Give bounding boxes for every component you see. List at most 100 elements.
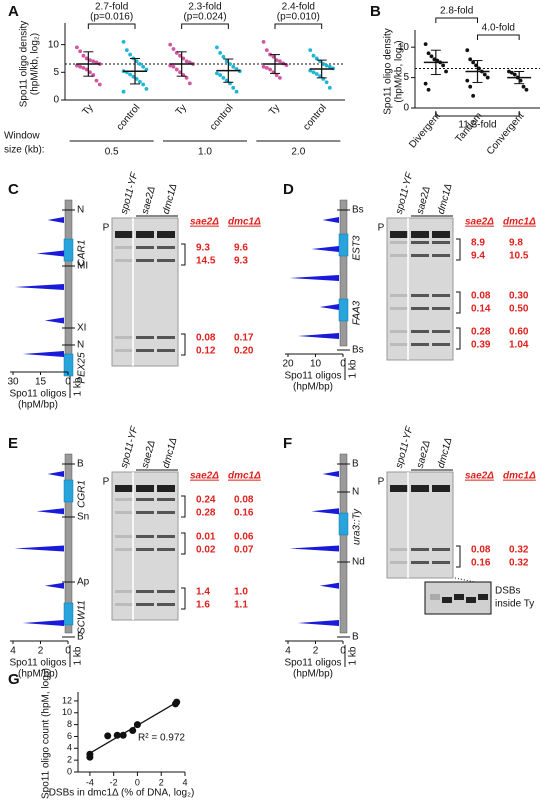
lane-label: sae2Δ	[140, 439, 158, 470]
oligo-tick-label: 4	[285, 646, 291, 657]
data-point	[215, 45, 219, 50]
data-point	[509, 70, 514, 75]
data-point	[128, 52, 133, 57]
table-cell: 0.12	[196, 346, 216, 357]
gel-band	[157, 246, 175, 249]
oligo-signal	[311, 246, 339, 252]
gene	[63, 479, 74, 503]
oligo-tick-label: 10	[310, 359, 322, 370]
x-tick-label: 0	[135, 777, 140, 787]
data-point	[184, 75, 189, 80]
data-point	[314, 72, 319, 76]
data-point	[465, 48, 470, 53]
data-point	[468, 84, 473, 89]
data-point	[168, 42, 173, 47]
gene	[63, 602, 74, 626]
data-point	[81, 53, 86, 58]
oligo-tick-label: 30	[7, 377, 19, 388]
window-label: Window	[4, 131, 40, 142]
oligo-signal	[44, 582, 64, 589]
gel-band	[390, 241, 408, 244]
gel-band	[390, 548, 408, 551]
table-cell: 0.01	[196, 532, 216, 543]
oligo-signal	[36, 508, 64, 515]
table-cell: 0.20	[234, 346, 254, 357]
data-point	[231, 64, 236, 69]
gel-image	[111, 471, 179, 621]
p-value: (p=0.010)	[277, 12, 320, 23]
data-point	[224, 78, 229, 83]
gel-band	[157, 511, 175, 514]
site-label: Sn	[77, 512, 89, 523]
data-point	[441, 63, 446, 68]
y-tick-label: 2	[67, 755, 72, 765]
gene	[338, 233, 349, 257]
site-label: Ap	[77, 577, 90, 588]
significance-bracket	[87, 23, 136, 29]
gel-band	[157, 259, 175, 262]
data-point	[171, 47, 176, 51]
data-point	[426, 51, 431, 56]
table-cell: 0.07	[234, 545, 254, 556]
fold-change: 2.7-fold	[95, 2, 128, 13]
data-point	[78, 64, 83, 69]
gene-label: CGR1	[77, 480, 88, 508]
table-cell: 9.6	[234, 243, 248, 254]
scale-label: 1 kb	[73, 377, 84, 396]
data-point	[444, 69, 448, 74]
data-point	[314, 56, 319, 61]
gel-band	[115, 231, 133, 238]
data-point	[268, 67, 272, 72]
inset-band	[478, 594, 488, 600]
gel-band	[115, 511, 133, 514]
gel-band	[136, 246, 154, 249]
band-bracket	[456, 545, 461, 568]
category-label: control	[208, 103, 236, 133]
fold-change: 2.3-fold	[188, 2, 221, 13]
data-point	[524, 87, 529, 92]
gel-band	[390, 485, 408, 492]
y-axis-label: (hpM/kb, log₂)	[30, 33, 41, 95]
oligo-signal	[47, 471, 64, 477]
data-point	[327, 85, 332, 90]
oligo-signal	[297, 333, 339, 339]
data-point	[264, 65, 269, 70]
category-label: Ty	[174, 103, 189, 118]
fold-change: 11.3-fold	[458, 120, 496, 131]
gel-band	[115, 498, 133, 501]
window-label: size (kb):	[4, 145, 45, 156]
oligo-tick-label: 2	[38, 646, 44, 657]
data-point	[318, 74, 322, 79]
data-point	[234, 89, 239, 94]
x-tick-label: -4	[86, 777, 94, 787]
site-label: Nd	[352, 557, 365, 568]
oligo-axis-label: Spo11 oligos	[284, 658, 341, 669]
inset-band	[466, 597, 476, 603]
gel-band	[432, 231, 450, 238]
gene	[338, 512, 349, 536]
gel-band	[432, 561, 450, 564]
data-point	[471, 60, 476, 65]
chromosome-map	[339, 199, 348, 347]
data-point	[423, 42, 428, 47]
data-point	[468, 57, 473, 62]
x-tick-label: 4	[182, 777, 187, 787]
fold-change: 2.4-fold	[282, 2, 315, 13]
table-cell: 0.24	[196, 495, 216, 506]
y-axis-label: Spo11 oligo density	[383, 28, 394, 115]
oligo-signal	[311, 508, 339, 515]
table-cell: 0.08	[196, 333, 216, 344]
oligo-axis-label: (hpM/bp)	[18, 669, 58, 680]
gene	[338, 298, 349, 322]
oligo-signal	[14, 284, 64, 290]
data-point	[131, 74, 136, 79]
data-point	[144, 87, 149, 91]
table-cell: 0.17	[234, 333, 254, 344]
site-label: XI	[77, 323, 86, 334]
lane-label: spo11-YF	[394, 425, 416, 470]
p-value: (p=0.016)	[90, 12, 133, 23]
gel-band	[390, 343, 408, 346]
site-label: B	[352, 632, 359, 643]
